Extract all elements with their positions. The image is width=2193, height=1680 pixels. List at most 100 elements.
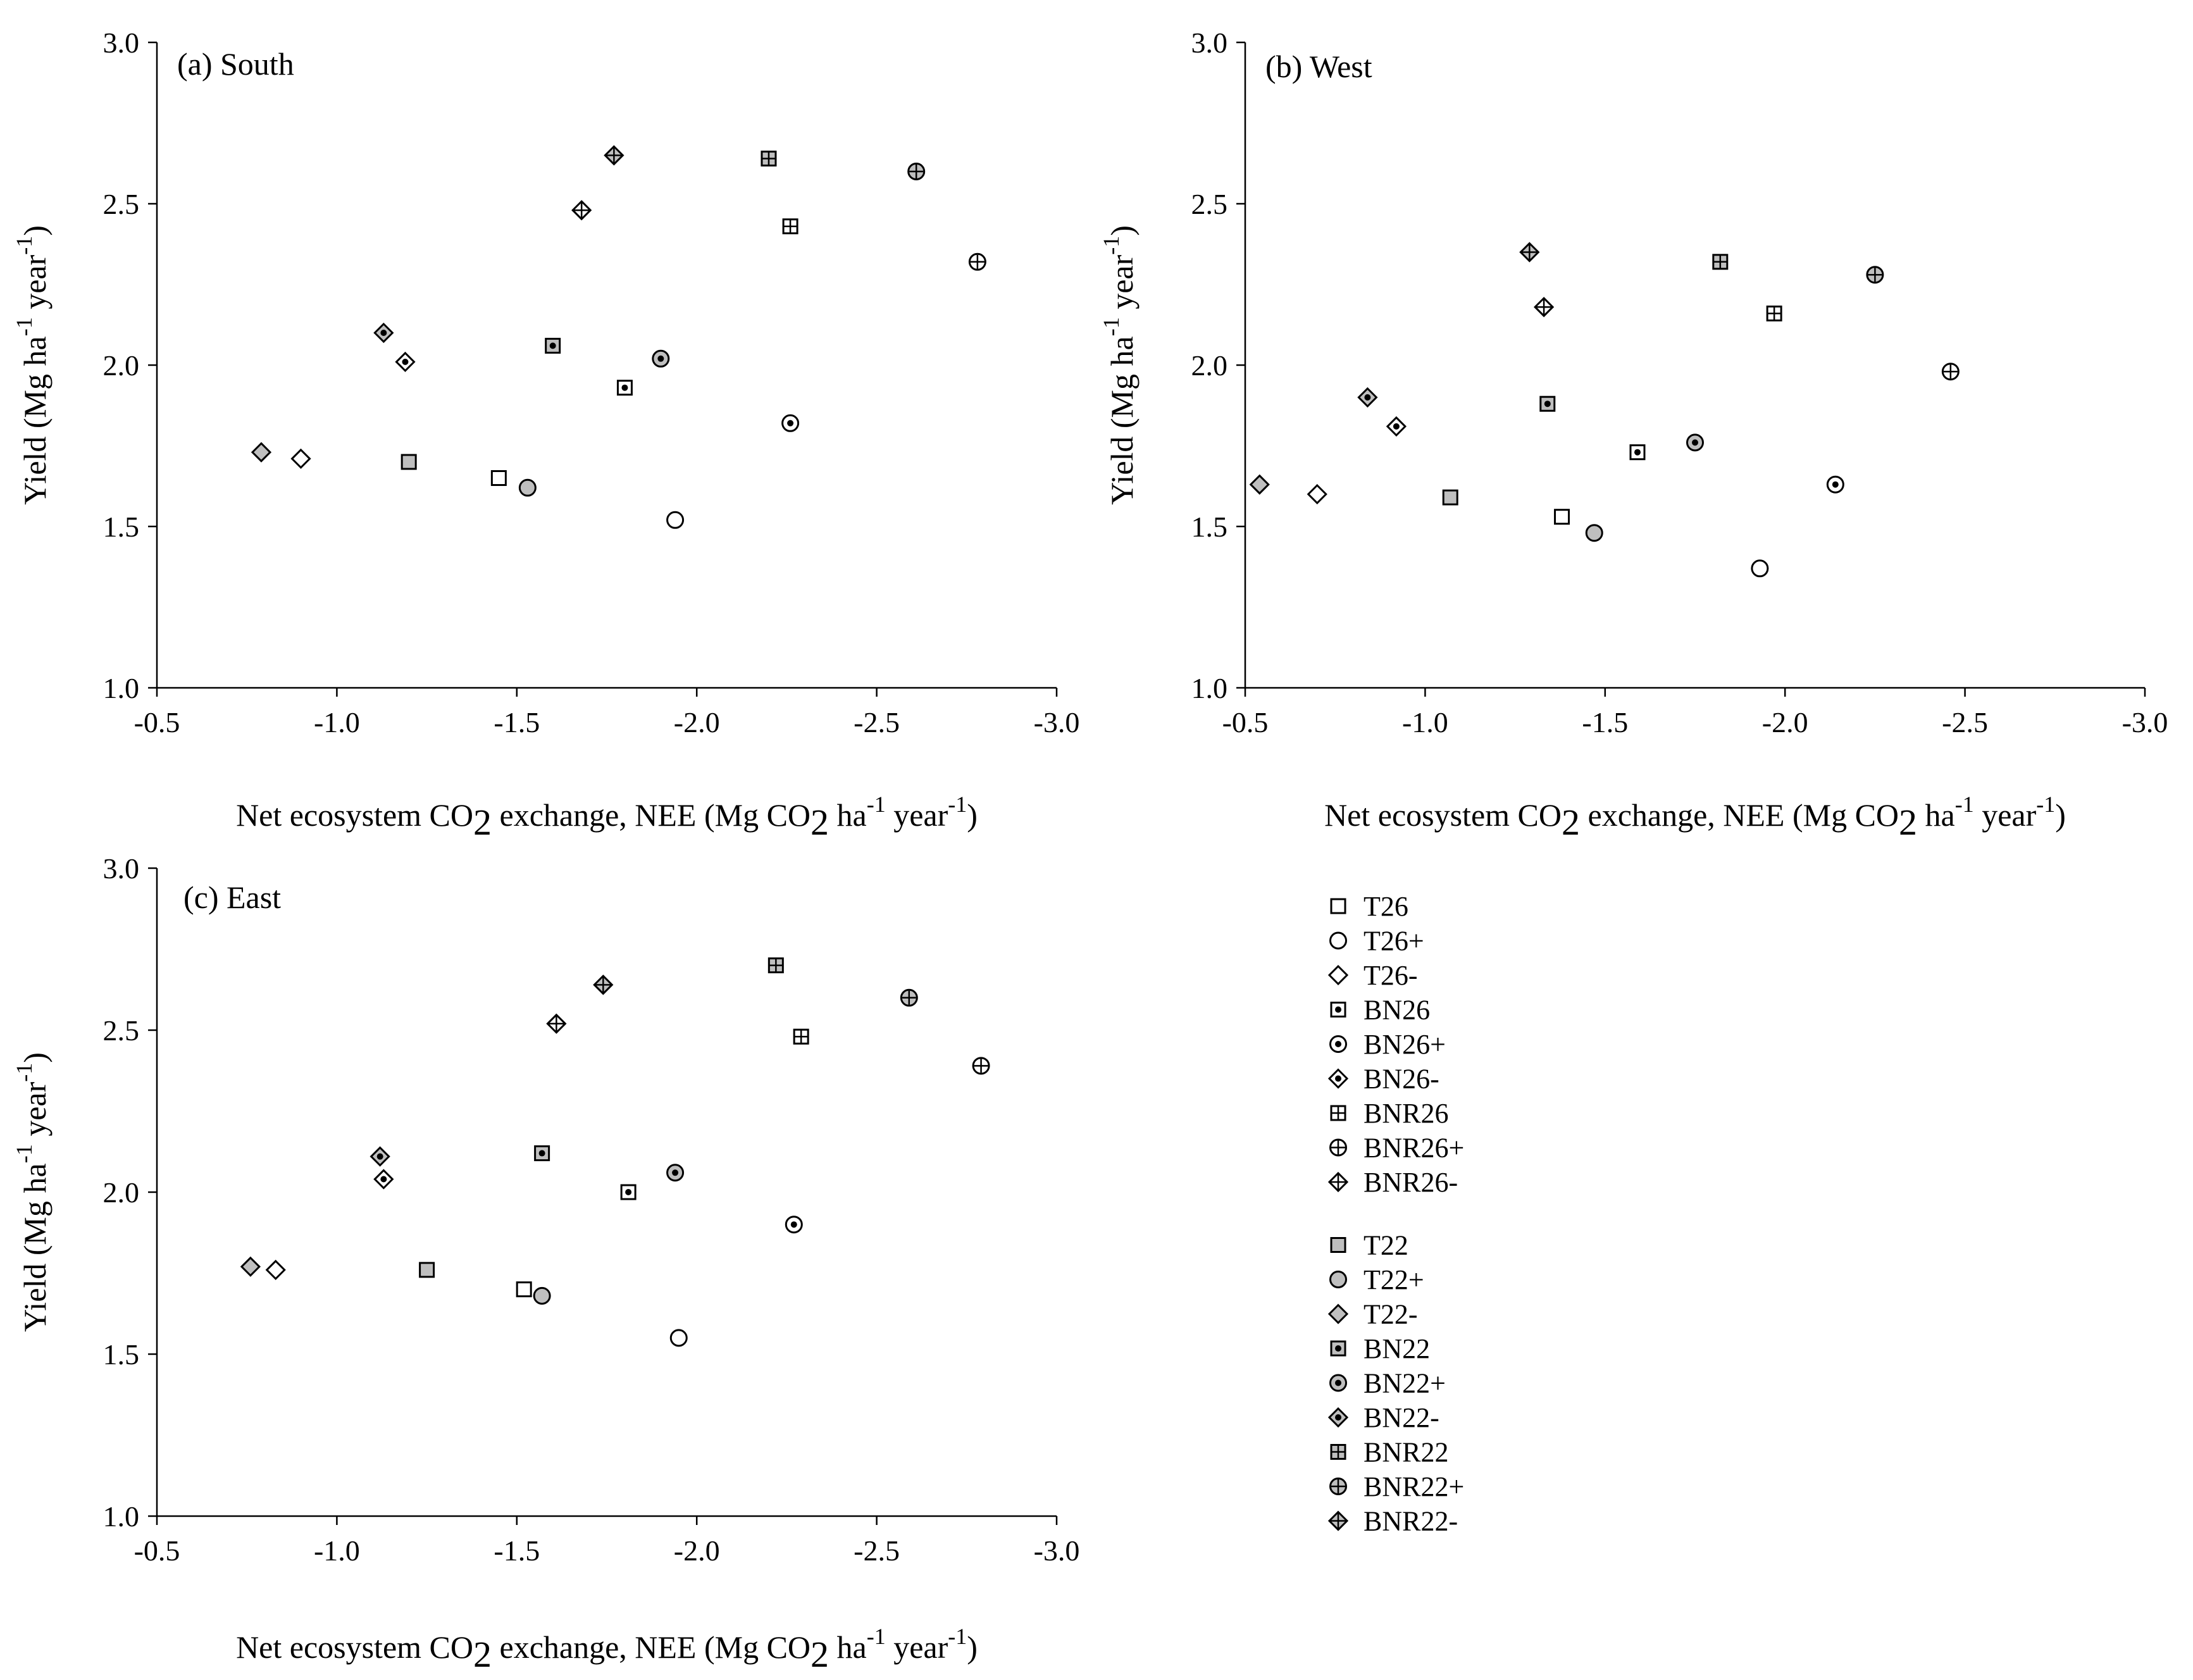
panel-a: -0.5 -1.0 -1.5 -2.0 -2.5 -3.0 1.0 1.5 2.0 2.5 3.0 (…: [11, 27, 1079, 843]
data-point-bn22-plus: [1686, 433, 1704, 452]
data-point-t22-minus: [1249, 474, 1270, 495]
data-point-bn22: [534, 1145, 550, 1162]
y-axis-title: Yield (Mg ha-1 year-1): [11, 225, 53, 505]
y-tick-label: 2.0: [103, 1176, 140, 1209]
data-point-t26-minus: [265, 1259, 286, 1281]
data-point-bnr22-plus: [1866, 266, 1884, 284]
legend-marker: [1330, 1105, 1346, 1121]
x-title-sub: 2: [1899, 802, 1917, 843]
panel-title: (b) West: [1265, 49, 1372, 84]
legend-label: BN22+: [1364, 1368, 1446, 1399]
y-tick-label: 1.0: [1191, 672, 1228, 704]
x-tick-label: -2.5: [854, 1534, 900, 1567]
data-point-bn22-plus: [666, 1164, 685, 1182]
y-tick-label: 1.5: [103, 1338, 140, 1371]
legend-label: BNR22+: [1364, 1471, 1464, 1502]
panel-title: (a) South: [177, 46, 294, 82]
legend-item: BNR26-: [1327, 1167, 1458, 1198]
y-axis-title: Yield (Mg ha-1 year-1): [1098, 225, 1140, 505]
legend-item: BN22-: [1327, 1402, 1439, 1433]
data-point-bnr22-minus: [593, 974, 614, 995]
marker-shape: [533, 1286, 551, 1305]
x-title-main: Net ecosystem CO: [236, 1629, 473, 1665]
data-point-bnr26-minus: [546, 1013, 567, 1034]
x-title-sub: 2: [811, 802, 829, 843]
y-tick-label: 3.0: [103, 852, 140, 885]
marker-dot: [1544, 401, 1551, 408]
y-axis-title: Yield (Mg ha-1 year-1): [11, 1052, 53, 1332]
legend-item: BN26: [1330, 995, 1430, 1026]
legend-label: BN22-: [1364, 1402, 1439, 1433]
y-title-sup: -1: [11, 317, 37, 336]
panel-title: (c) East: [183, 880, 281, 915]
data-point-t22: [419, 1262, 435, 1278]
legend-item: BNR22+: [1329, 1471, 1464, 1502]
x-axis-title: Net ecosystem CO2 exchange, NEE (Mg CO2 …: [236, 792, 978, 843]
x-title-sub: 2: [473, 802, 492, 843]
y-tick-label: 2.0: [1191, 349, 1228, 382]
marker-dot: [621, 384, 628, 391]
x-title-sub: 2: [473, 1634, 492, 1675]
legend-item: BN22: [1330, 1333, 1430, 1364]
y-tick-label: 1.0: [103, 1500, 140, 1533]
x-tick-label: -3.0: [1034, 1534, 1080, 1567]
x-tick-label: -2.5: [1942, 706, 1988, 738]
x-title-mid: exchange, NEE (Mg CO: [492, 797, 811, 833]
marker-dot: [1634, 449, 1641, 456]
marker-shape: [265, 1259, 286, 1281]
marker-dot: [549, 342, 556, 349]
legend-item: BNR26+: [1329, 1133, 1464, 1164]
data-point-bnr26: [782, 218, 798, 235]
y-tick-label: 1.5: [1191, 511, 1228, 543]
data-point-t22: [401, 454, 417, 470]
x-title-end: ): [967, 797, 978, 833]
marker-shape: [666, 511, 685, 529]
legend-label: BNR26+: [1364, 1133, 1464, 1164]
marker-shape: [518, 478, 537, 497]
legend-label: BNR26: [1364, 1098, 1448, 1129]
legend-label: BNR26-: [1364, 1167, 1458, 1198]
marker-shape: [490, 470, 507, 486]
data-point-t22: [1442, 489, 1458, 506]
data-point-bnr26-minus: [571, 200, 592, 221]
legend-marker: [1329, 1271, 1347, 1288]
data-point-bn26: [620, 1184, 637, 1200]
legend-marker: [1327, 964, 1349, 986]
data-point-t22-plus: [1585, 524, 1603, 542]
legend-marker: [1327, 1304, 1349, 1324]
legend-marker: [1327, 1510, 1349, 1531]
data-point-bnr26-plus: [968, 252, 986, 271]
marker-shape: [1329, 931, 1347, 950]
legend-marker: [1327, 1068, 1349, 1089]
y-tick-label: 2.5: [103, 188, 140, 220]
marker-shape: [1330, 898, 1346, 914]
marker-dot: [1832, 481, 1839, 488]
data-point-t26-plus: [1751, 559, 1769, 578]
marker-dot: [402, 358, 409, 365]
legend-label: T26+: [1364, 926, 1424, 957]
y-title-end: ): [1104, 225, 1140, 236]
y-tick-label: 1.0: [103, 672, 140, 704]
legend-item: BNR26: [1330, 1098, 1448, 1129]
data-point-bnr22-plus: [900, 988, 918, 1007]
x-title-mid: ha: [1917, 797, 1955, 833]
legend-label: BN26: [1364, 995, 1430, 1026]
y-title-sup: -1: [1098, 317, 1124, 336]
marker-dot: [1335, 1345, 1341, 1352]
x-title-sup: -1: [867, 1624, 886, 1649]
legend-label: BNR22: [1364, 1437, 1448, 1468]
x-tick-label: -0.5: [134, 1534, 180, 1567]
x-tick-label: -2.5: [854, 706, 900, 738]
legend-marker: [1330, 1444, 1346, 1460]
data-point-bnr22: [767, 957, 784, 974]
x-tick-label: -2.0: [674, 1534, 720, 1567]
data-point-bnr26-plus: [972, 1057, 990, 1075]
x-title-sup: -1: [948, 792, 967, 817]
marker-shape: [1327, 964, 1349, 986]
x-title-mid: ha: [829, 1629, 867, 1665]
marker-dot: [380, 1176, 387, 1183]
x-title-mid: exchange, NEE (Mg CO: [1580, 797, 1899, 833]
data-point-bn26-minus: [373, 1169, 394, 1190]
legend-marker: [1330, 1002, 1346, 1017]
y-title-main: Yield (Mg ha: [17, 1163, 53, 1332]
